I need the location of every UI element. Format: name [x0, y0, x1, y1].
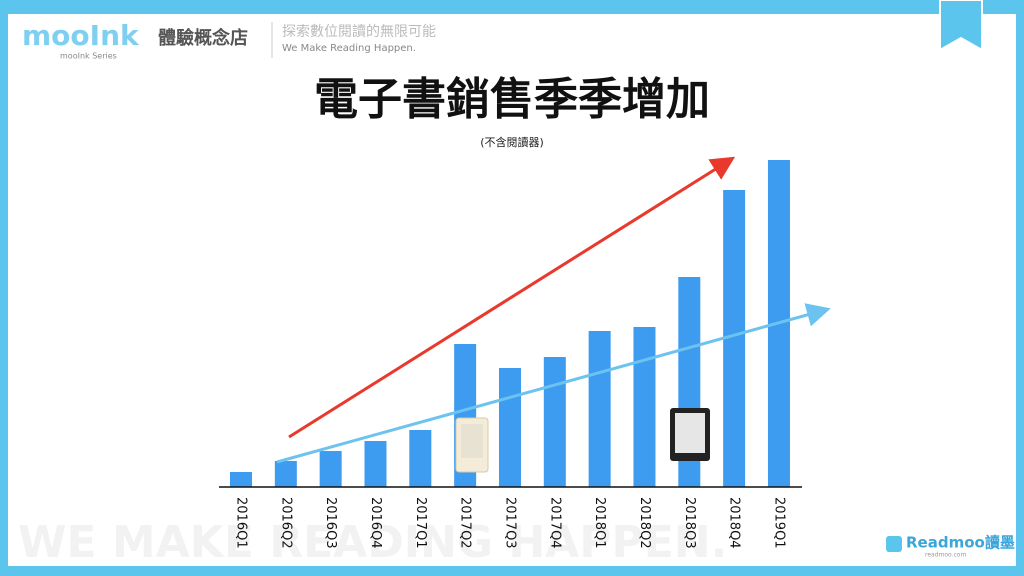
trend-arrow [288, 156, 736, 439]
bar [319, 451, 342, 487]
bar [723, 190, 746, 487]
chart-title: 電子書銷售季季增加 [314, 74, 710, 125]
bar [409, 430, 432, 487]
series: mooInk Series [60, 52, 117, 61]
reader-icon [670, 408, 710, 461]
x-tick-label: 2017Q4 [547, 497, 562, 549]
bar [633, 327, 656, 487]
brand-icon [886, 536, 902, 552]
reader-icon [455, 417, 489, 473]
x-tick-label: 2016Q4 [368, 497, 383, 549]
slogan-en: We Make Reading Happen. [282, 43, 416, 54]
bar [588, 331, 611, 487]
bar [543, 357, 566, 487]
slogan-zh: 探索數位閱讀的無限可能 [282, 23, 436, 40]
logo: mooInk [22, 19, 140, 52]
x-tick-label: 2018Q4 [727, 497, 742, 549]
chart-subtitle: (不含閱讀器) [480, 135, 544, 149]
x-tick-label: 2019Q1 [771, 497, 786, 549]
bar [498, 368, 521, 487]
store-name: 體驗概念店 [158, 27, 248, 49]
x-tick-label: 2017Q1 [413, 497, 428, 549]
x-tick-label: 2017Q3 [502, 497, 517, 549]
brand-site: readmoo.com [925, 552, 966, 559]
bookmark [939, 0, 983, 52]
x-tick-label: 2016Q2 [278, 497, 293, 549]
x-tick-label: 2018Q2 [637, 497, 652, 549]
brand: Readmoo讀墨 [906, 534, 1015, 552]
bar [230, 472, 252, 487]
x-tick-label: 2018Q3 [682, 497, 697, 549]
x-tick-label: 2017Q2 [458, 497, 473, 549]
x-tick-label: 2018Q1 [592, 497, 607, 549]
x-tick-label: 2016Q1 [234, 497, 249, 549]
x-tick-label: 2016Q3 [323, 497, 338, 549]
watermark: WE MAKE READING HAPPEN. [18, 517, 727, 568]
trend-arrow [276, 303, 831, 464]
bar [364, 441, 387, 487]
bar [274, 461, 297, 487]
